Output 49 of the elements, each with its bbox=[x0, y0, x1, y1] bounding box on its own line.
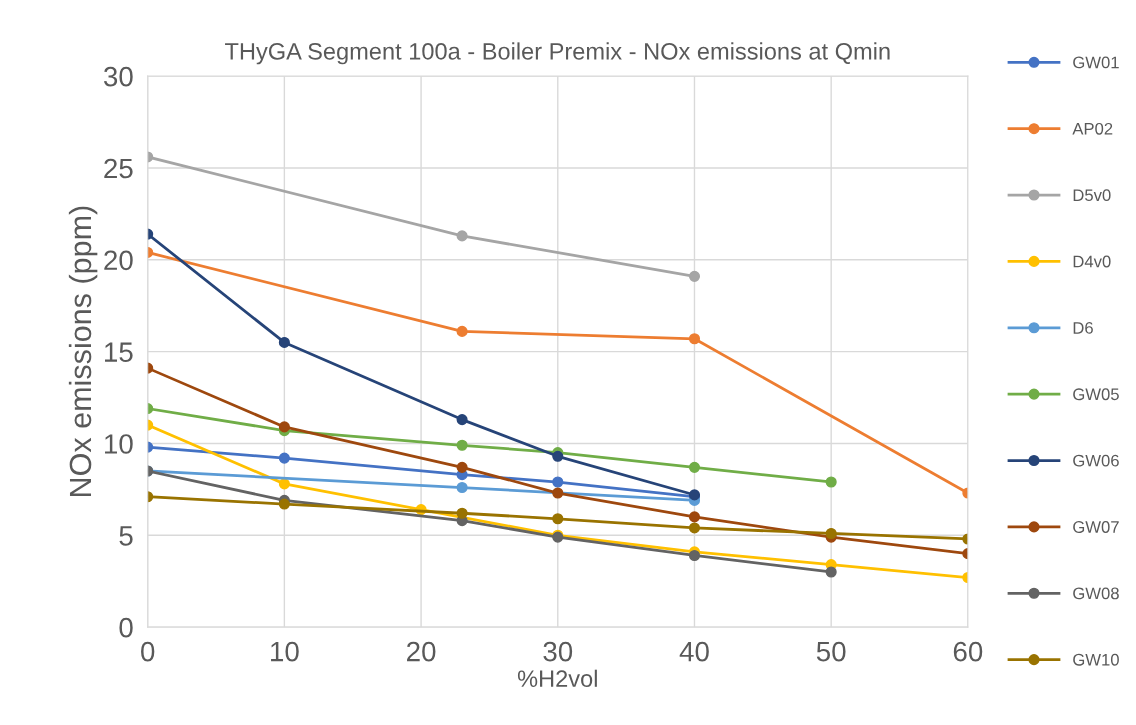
point bbox=[825, 527, 837, 540]
y-axis-title: NOx emissions (ppm) bbox=[68, 206, 98, 496]
y-tick-label: 30 bbox=[103, 66, 133, 87]
point bbox=[825, 476, 837, 488]
legend-label: D6 bbox=[1073, 321, 1093, 334]
y-tick-label: 10 bbox=[105, 434, 133, 454]
y-tick-label: 20 bbox=[104, 250, 133, 271]
point bbox=[278, 498, 290, 510]
point bbox=[456, 439, 468, 451]
x-tick-label: 20 bbox=[407, 641, 436, 662]
legend-label: GW07 bbox=[1073, 521, 1119, 533]
point bbox=[278, 336, 290, 348]
point bbox=[456, 481, 468, 494]
chart-title: THyGA Segment 100a - Boiler Premix - NOx emissions at Qmin bbox=[225, 42, 890, 65]
x-tick-label: 30 bbox=[543, 641, 573, 662]
y-tick-label: 25 bbox=[104, 158, 133, 179]
y-tick-label: 15 bbox=[105, 342, 133, 362]
point bbox=[278, 421, 290, 433]
x-tick-label: 40 bbox=[679, 641, 709, 662]
legend-label: AP02 bbox=[1072, 122, 1113, 135]
legend-label: GW01 bbox=[1073, 56, 1119, 69]
legend-label: GW06 bbox=[1073, 454, 1119, 467]
legend-label: D5v0 bbox=[1073, 189, 1111, 202]
point bbox=[688, 511, 701, 523]
y-tick-label: 5 bbox=[119, 526, 133, 546]
x-tick-label: 50 bbox=[816, 641, 846, 662]
x-tick-label: 60 bbox=[953, 641, 983, 662]
point bbox=[278, 478, 290, 490]
legend-label: GW10 bbox=[1073, 653, 1119, 666]
point bbox=[278, 452, 290, 464]
legend-label: D4v0 bbox=[1073, 255, 1111, 268]
point bbox=[456, 230, 468, 242]
point bbox=[688, 461, 701, 473]
y-tick-label: 0 bbox=[119, 617, 133, 638]
point bbox=[825, 566, 837, 578]
point bbox=[456, 507, 468, 519]
legend-label: GW05 bbox=[1073, 388, 1119, 401]
x-tick-label: 10 bbox=[271, 641, 299, 662]
x-axis-title: %H2vol bbox=[517, 669, 597, 688]
point bbox=[688, 270, 701, 282]
point bbox=[552, 487, 564, 499]
point bbox=[688, 549, 701, 562]
point bbox=[456, 414, 468, 426]
point bbox=[552, 476, 564, 488]
legend-label: GW08 bbox=[1073, 587, 1119, 600]
point bbox=[456, 461, 468, 473]
point bbox=[688, 522, 701, 534]
point bbox=[552, 513, 564, 525]
x-tick-label: 0 bbox=[141, 641, 155, 662]
